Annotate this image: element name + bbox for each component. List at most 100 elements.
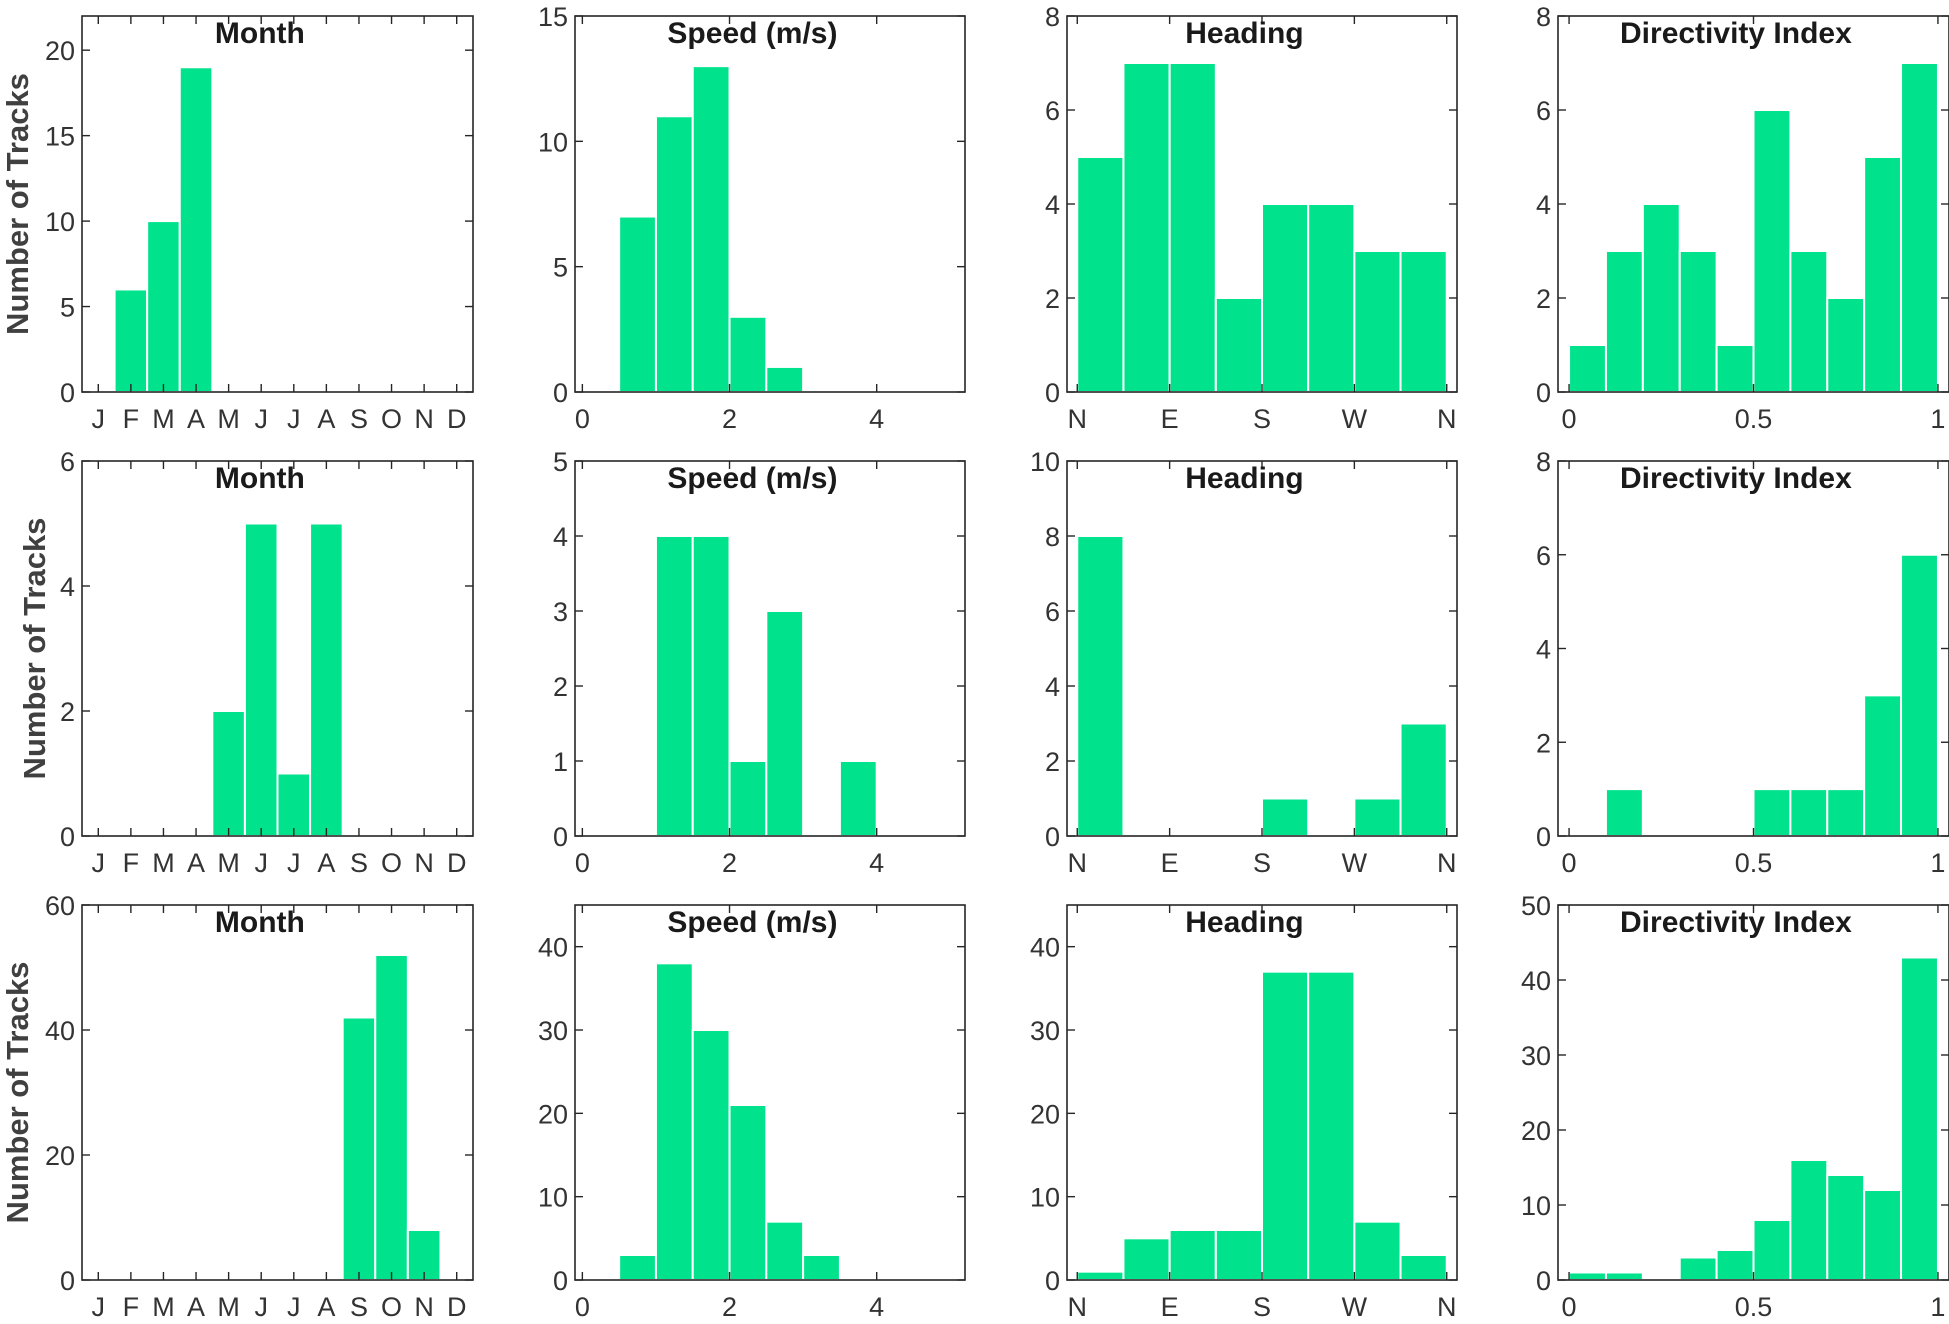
xtick-label-month-r3-7: A — [317, 1292, 335, 1322]
bar-speed-r2-2 — [691, 535, 731, 837]
bar-heading-r3-6 — [1307, 970, 1356, 1282]
panel-title-directivity-r1: Directivity Index — [1620, 17, 1852, 50]
bar-heading-r1-2 — [1122, 62, 1171, 393]
bar-directivity-r1-4 — [1678, 250, 1718, 393]
panel-title-directivity-r3: Directivity Index — [1620, 906, 1852, 939]
xtick-label-month-r1-4: M — [217, 404, 240, 434]
bar-directivity-r1-9 — [1863, 156, 1903, 393]
ytick-label-heading-r2-1: 2 — [1045, 747, 1060, 777]
bar-speed-r3-1 — [618, 1254, 657, 1281]
axes-frame-month-r3 — [81, 904, 474, 1281]
bar-month-r3-3 — [406, 1229, 442, 1281]
xtick-label-month-r3-1: F — [123, 1292, 140, 1322]
xtick-label-month-r1-9: O — [381, 404, 402, 434]
panel-title-heading-r2: Heading — [1185, 462, 1303, 495]
axes-frame-month-r1 — [81, 15, 474, 393]
ytick-label-speed-r3-2: 20 — [538, 1099, 568, 1129]
panel-title-heading-r1: Heading — [1185, 17, 1303, 50]
ytick-label-heading-r1-0: 0 — [1045, 378, 1060, 408]
ytick-label-heading-r2-3: 6 — [1045, 597, 1060, 627]
bar-heading-r1-7 — [1353, 250, 1402, 393]
ytick-label-heading-r3-3: 30 — [1030, 1016, 1060, 1046]
xtick-label-month-r2-4: M — [217, 848, 240, 878]
bar-directivity-r1-3 — [1641, 203, 1681, 393]
xtick-label-heading-r1-2: S — [1253, 404, 1271, 434]
bar-heading-r1-8 — [1399, 250, 1448, 393]
bar-directivity-r3-1 — [1568, 1271, 1607, 1281]
ytick-label-speed-r2-0: 0 — [553, 822, 568, 852]
xtick-label-month-r2-6: J — [287, 848, 301, 878]
ylabel-month-r2: Number of Tracks — [17, 518, 52, 780]
bar-heading-r3-4 — [1214, 1229, 1264, 1281]
panel-title-speed-r3: Speed (m/s) — [667, 906, 837, 939]
panel-title-month-r1: Month — [215, 17, 305, 50]
bar-directivity-r3-7 — [1826, 1174, 1866, 1281]
xtick-label-speed-r2-2: 4 — [869, 848, 884, 878]
xtick-label-month-r3-4: M — [217, 1292, 240, 1322]
ytick-label-directivity-r1-0: 0 — [1536, 378, 1551, 408]
xtick-label-month-r1-8: S — [350, 404, 368, 434]
xtick-label-directivity-r2-0: 0 — [1562, 848, 1577, 878]
ytick-label-heading-r1-3: 6 — [1045, 96, 1060, 126]
bar-heading-r3-2 — [1122, 1237, 1171, 1282]
bar-month-r3-2 — [374, 954, 409, 1281]
bar-speed-r1-4 — [728, 315, 768, 393]
ytick-label-heading-r1-1: 2 — [1045, 284, 1060, 314]
xtick-label-month-r1-2: M — [152, 404, 175, 434]
ytick-label-heading-r2-0: 0 — [1045, 822, 1060, 852]
bar-month-r2-4 — [309, 522, 344, 837]
xtick-label-month-r1-6: J — [287, 404, 301, 434]
xtick-label-month-r1-1: F — [123, 404, 140, 434]
bar-heading-r1-3 — [1168, 62, 1217, 393]
ytick-label-directivity-r2-4: 8 — [1536, 447, 1551, 477]
bar-month-r3-1 — [341, 1016, 377, 1281]
ytick-label-directivity-r2-2: 4 — [1536, 635, 1551, 665]
ytick-label-speed-r2-4: 4 — [553, 522, 568, 552]
xtick-label-month-r2-3: A — [187, 848, 205, 878]
bar-speed-r1-2 — [654, 115, 694, 394]
ytick-label-directivity-r3-0: 0 — [1536, 1266, 1551, 1296]
xtick-label-directivity-r3-2: 1 — [1930, 1292, 1945, 1322]
bar-speed-r2-3 — [728, 760, 768, 837]
ytick-label-speed-r2-1: 1 — [553, 747, 568, 777]
panel-title-directivity-r2: Directivity Index — [1620, 462, 1852, 495]
bar-directivity-r1-5 — [1715, 344, 1755, 393]
panel-directivity-r2: 0 2 4 6 8 0 0.5 1 Directivity Index — [1536, 447, 1949, 878]
bar-directivity-r3-3 — [1678, 1256, 1718, 1281]
xtick-label-month-r2-8: S — [350, 848, 368, 878]
ytick-label-month-r1-1: 5 — [60, 293, 75, 323]
bar-directivity-r2-6 — [1900, 553, 1939, 837]
ytick-label-month-r3-1: 20 — [45, 1141, 75, 1171]
ytick-label-speed-r2-3: 3 — [553, 597, 568, 627]
bar-directivity-r3-2 — [1604, 1271, 1644, 1281]
ytick-label-directivity-r1-4: 8 — [1536, 2, 1551, 32]
bar-directivity-r2-1 — [1604, 788, 1644, 837]
xtick-label-month-r1-7: A — [317, 404, 335, 434]
ytick-label-month-r3-2: 40 — [45, 1016, 75, 1046]
bar-speed-r3-3 — [691, 1029, 731, 1281]
axes-frame-speed-r3 — [574, 904, 966, 1281]
ylabel-month-r1: Number of Tracks — [0, 73, 35, 335]
ytick-label-directivity-r1-3: 6 — [1536, 96, 1551, 126]
xtick-label-heading-r1-0: N — [1068, 404, 1088, 434]
ytick-label-directivity-r2-1: 2 — [1536, 728, 1551, 758]
ytick-label-directivity-r1-1: 2 — [1536, 284, 1551, 314]
ytick-label-speed-r1-1: 5 — [553, 253, 568, 283]
xtick-label-month-r3-11: D — [447, 1292, 467, 1322]
bar-speed-r1-3 — [691, 65, 731, 393]
ytick-label-speed-r3-0: 0 — [553, 1266, 568, 1296]
bar-heading-r3-1 — [1076, 1270, 1125, 1281]
ytick-label-speed-r1-0: 0 — [553, 378, 568, 408]
ytick-label-month-r1-0: 0 — [60, 378, 75, 408]
ytick-label-heading-r1-4: 8 — [1045, 2, 1060, 32]
xtick-label-month-r2-0: J — [92, 848, 106, 878]
xtick-label-directivity-r1-1: 0.5 — [1735, 404, 1773, 434]
xtick-label-month-r2-1: F — [123, 848, 140, 878]
bar-directivity-r3-9 — [1900, 956, 1939, 1281]
ytick-label-heading-r3-4: 40 — [1030, 933, 1060, 963]
xtick-label-month-r3-6: J — [287, 1292, 301, 1322]
ytick-label-month-r1-2: 10 — [45, 207, 75, 237]
ytick-label-directivity-r3-1: 10 — [1521, 1191, 1551, 1221]
bar-heading-r3-7 — [1353, 1220, 1402, 1281]
ytick-label-directivity-r3-2: 20 — [1521, 1116, 1551, 1146]
